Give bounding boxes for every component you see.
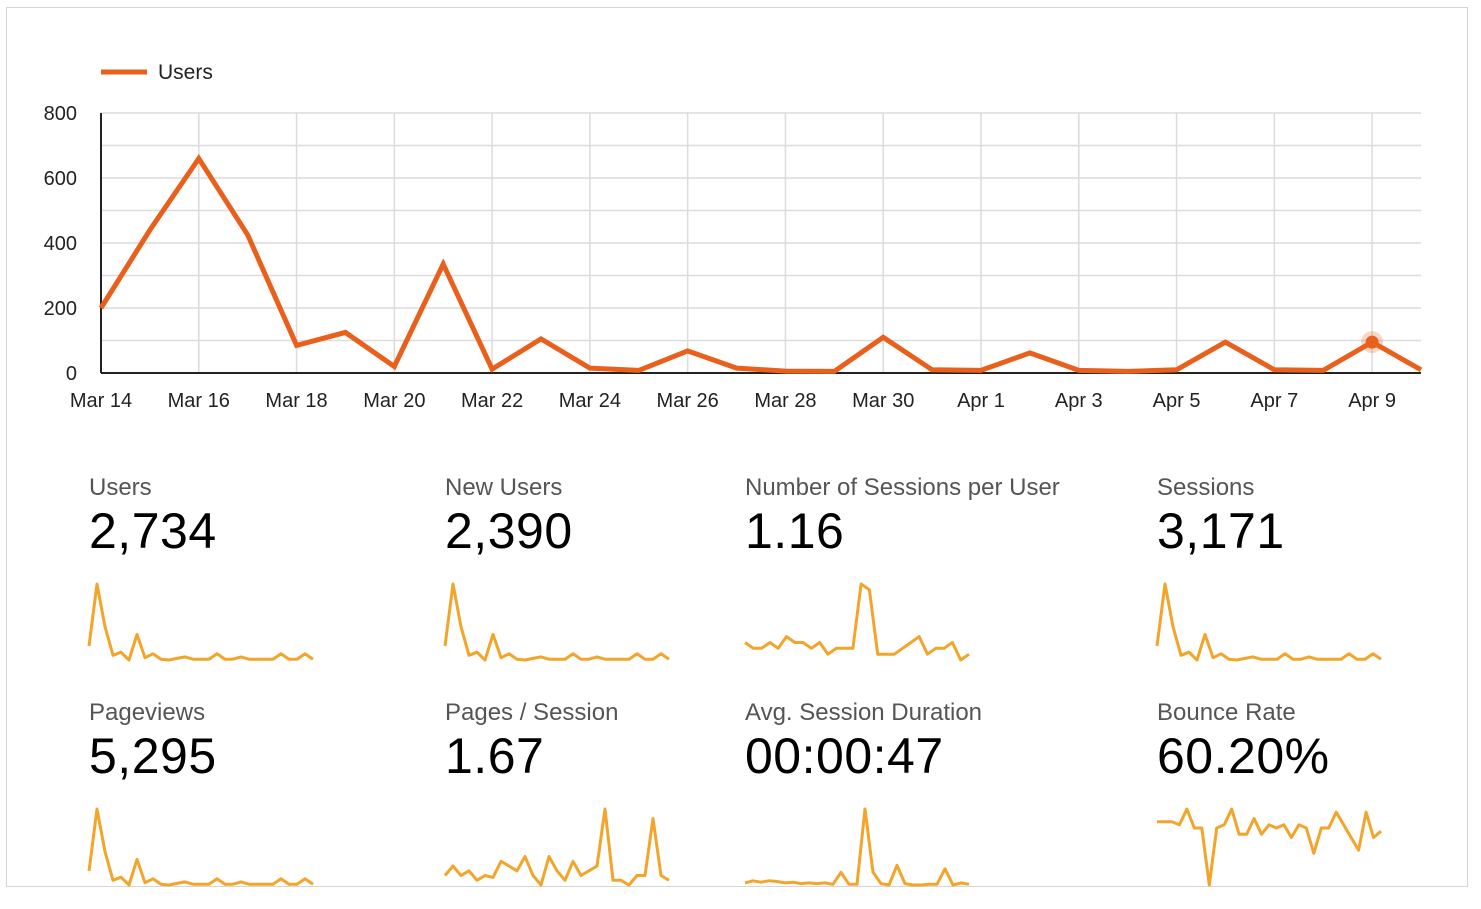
highlight-point — [1365, 335, 1379, 349]
sparkline-path — [1155, 582, 1382, 662]
sparkline — [87, 582, 314, 662]
metric-value: 5,295 — [89, 728, 217, 784]
x-axis-ticks: Mar 14 Mar 16 Mar 18 Mar 20 Mar 22 Mar 24 Mar … — [70, 390, 1396, 412]
x-tick-label: Apr 1 — [957, 390, 1005, 412]
metric-new-users[interactable]: New Users 2,390 — [443, 474, 775, 684]
sparkline-path — [443, 582, 670, 662]
y-tick-label: 200 — [44, 298, 77, 320]
x-tick-label: Apr 3 — [1055, 390, 1103, 412]
y-tick-label: 800 — [44, 103, 77, 125]
metric-bounce-rate[interactable]: Bounce Rate 60.20% — [1157, 699, 1481, 909]
metric-label: Sessions — [1157, 474, 1255, 501]
metric-users[interactable]: Users 2,734 — [87, 474, 419, 684]
chart-legend: Users — [101, 61, 213, 84]
y-axis-ticks: 0 200 400 600 800 — [44, 103, 77, 385]
sparkline — [1155, 582, 1382, 662]
x-tick-label: Mar 24 — [559, 390, 621, 412]
metric-label: New Users — [445, 474, 563, 501]
metric-pageviews[interactable]: Pageviews 5,295 — [87, 699, 419, 909]
sparkline-path — [87, 582, 314, 662]
metric-label: Pages / Session — [445, 699, 619, 726]
y-tick-label: 600 — [44, 168, 77, 190]
metric-sessions[interactable]: Sessions 3,171 — [1155, 474, 1481, 684]
x-tick-label: Mar 26 — [657, 390, 719, 412]
chart-series — [98, 153, 1423, 374]
metric-value: 1.16 — [745, 503, 845, 559]
x-tick-label: Mar 20 — [363, 390, 425, 412]
metric-label: Bounce Rate — [1157, 699, 1296, 726]
sparkline-path — [443, 807, 670, 887]
x-tick-label: Mar 22 — [461, 390, 523, 412]
sparkline — [1157, 807, 1382, 887]
x-tick-label: Mar 18 — [265, 390, 327, 412]
metric-value: 00:00:47 — [745, 728, 944, 784]
sparkline — [443, 582, 670, 662]
metric-label: Users — [89, 474, 152, 501]
x-tick-label: Mar 28 — [754, 390, 816, 412]
x-tick-label: Mar 14 — [70, 390, 132, 412]
chart-gridlines — [101, 112, 1421, 373]
x-tick-label: Apr 9 — [1348, 390, 1396, 412]
metric-value: 60.20% — [1157, 728, 1330, 784]
sparkline — [744, 582, 970, 662]
sparkline-path — [744, 807, 970, 887]
metric-avg-session-duration[interactable]: Avg. Session Duration 00:00:47 — [744, 699, 1075, 909]
metric-label: Pageviews — [89, 699, 206, 726]
sparkline-path — [1157, 807, 1382, 887]
metric-label: Avg. Session Duration — [745, 699, 983, 726]
metric-pages-per-session[interactable]: Pages / Session 1.67 — [443, 699, 775, 909]
sparkline — [87, 807, 314, 887]
series-line-users — [98, 153, 1423, 374]
x-tick-label: Mar 30 — [852, 390, 914, 412]
sparkline — [744, 807, 970, 887]
metric-value: 2,390 — [445, 503, 573, 559]
x-tick-label: Mar 16 — [168, 390, 230, 412]
metric-sessions-per-user[interactable]: Number of Sessions per User 1.16 — [744, 474, 1075, 684]
sparkline-path — [744, 582, 970, 662]
y-tick-label: 0 — [66, 363, 77, 385]
x-tick-label: Apr 5 — [1153, 390, 1201, 412]
metric-value: 3,171 — [1157, 503, 1285, 559]
y-tick-label: 400 — [44, 233, 77, 255]
sparkline-path — [87, 807, 314, 887]
x-tick-label: Apr 7 — [1250, 390, 1298, 412]
metric-label: Number of Sessions per User — [745, 474, 1060, 501]
dashboard-panel: Users 0 200 400 600 800 Mar 14 Mar 16 Mar 18 Ma… — [6, 7, 1468, 887]
legend-label-users: Users — [158, 61, 213, 84]
metric-value: 1.67 — [445, 728, 545, 784]
metric-value: 2,734 — [89, 503, 217, 559]
chart-axes — [100, 113, 1421, 374]
sparkline — [443, 807, 670, 887]
